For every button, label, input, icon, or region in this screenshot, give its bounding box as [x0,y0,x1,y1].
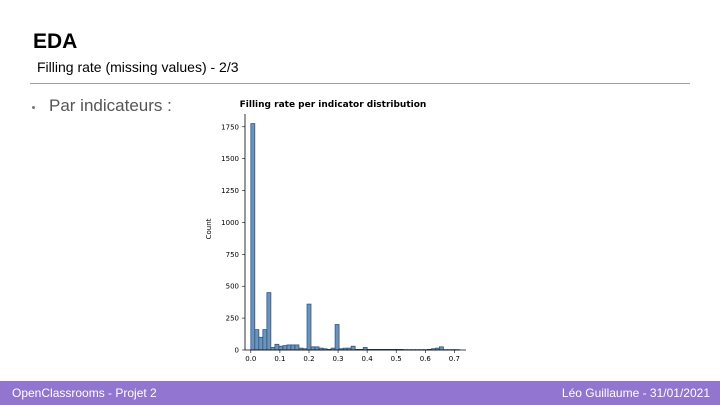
chart-svg: Filling rate per indicator distribution … [205,100,466,363]
slide-subtitle: Filling rate (missing values) - 2/3 [37,59,239,75]
histogram-bar [310,346,316,351]
histogram-bar [282,345,288,351]
y-tick-label: 500 [226,283,239,291]
histogram-bar [350,345,356,351]
bars-group [250,123,460,351]
x-tick-label: 0.4 [362,355,374,363]
y-tick-label: 1000 [221,219,239,227]
x-tick-label: 0.2 [303,355,314,363]
y-tick-label: 0 [235,347,239,355]
y-tick-label: 1500 [221,155,239,163]
chart-title: Filling rate per indicator distribution [240,100,427,110]
x-tick-label: 0.7 [449,355,460,363]
histogram-bar [439,346,444,351]
x-tick-label: 0.0 [245,355,256,363]
x-tick-label: 0.3 [332,355,343,363]
y-tick-label: 1750 [221,123,239,131]
histogram-bar [290,344,296,351]
y-tick-label: 250 [226,315,239,323]
bullet-text: Par indicateurs : [49,96,172,115]
footer-right-text: Léo Guillaume - 31/01/2021 [561,386,710,400]
y-tick-label: 750 [226,251,239,259]
histogram-bar [334,324,340,351]
histogram-bar [306,303,312,351]
footer-left-text: OpenClassrooms - Projet 2 [12,386,157,400]
axes-group: 0 250 500 750 1000 1250 1500 1750 0.0 0.1 0.2 0.3 0.… [221,114,466,363]
histogram-bar [254,329,260,351]
histogram-bar [286,344,292,351]
bullet-item: Par indicateurs : [32,96,172,116]
footer-bar: OpenClassrooms - Projet 2 Léo Guillaume … [0,381,720,405]
histogram-bar [274,343,280,351]
x-tick-label: 0.1 [274,355,285,363]
y-axis-label: Count [205,218,213,239]
histogram-bar [278,345,284,351]
histogram-bar [262,329,268,351]
bullet-icon [32,105,35,109]
histogram-bar [314,346,320,351]
histogram-bar [294,344,300,351]
title-divider [30,83,690,84]
slide-title: EDA [33,30,78,53]
histogram-bar [250,123,256,351]
x-tick-label: 0.5 [391,355,402,363]
histogram-bar [258,336,264,351]
histogram-chart: Filling rate per indicator distribution … [196,94,476,372]
y-tick-label: 1250 [221,187,239,195]
x-tick-label: 0.6 [420,355,432,363]
histogram-bar [266,292,272,351]
